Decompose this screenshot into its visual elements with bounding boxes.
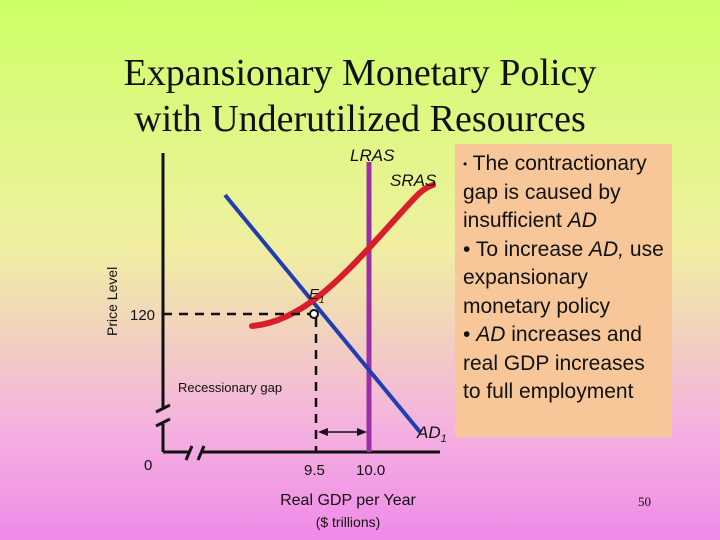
x-axis-break-mark: [196, 445, 206, 461]
gdp-current-label: 9.5: [304, 462, 325, 479]
recessionary-gap-label: Recessionary gap: [178, 380, 282, 395]
page-number: 50: [638, 494, 651, 509]
bullet-2: • To increase AD, use expansionary monet…: [463, 237, 664, 318]
gap-arrow-head-right: [357, 428, 367, 436]
ad-label: AD1: [416, 423, 447, 445]
title-line-1: Expansionary Monetary Policy: [123, 52, 597, 94]
x-axis-break-mark: [184, 445, 194, 461]
bullet-3: • AD increases and real GDP increases to…: [463, 323, 645, 404]
slide-title: Expansionary Monetary Policy with Underu…: [60, 50, 660, 142]
gdp-full-label: 10.0: [356, 462, 385, 479]
sras-label: SRAS: [390, 171, 437, 190]
price-value-label: 120: [130, 307, 155, 324]
y-axis-break-mark: [155, 417, 171, 428]
ad-curve: [223, 193, 422, 434]
origin-label: 0: [144, 457, 152, 474]
gap-arrow-head-left: [318, 428, 328, 436]
y-axis-break-mark: [155, 403, 171, 414]
explanation-textbox: • The contractionary gap is caused by in…: [455, 144, 672, 437]
y-axis-title: Price Level: [104, 267, 120, 336]
lras-label: LRAS: [350, 146, 395, 165]
sras-curve: [249, 182, 436, 329]
equilibrium-point: [309, 309, 319, 319]
x-axis-subtitle: ($ trillions): [316, 514, 381, 530]
x-axis-title: Real GDP per Year: [280, 492, 416, 509]
e1-label: E1: [309, 286, 325, 306]
title-line-2: with Underutilized Resources: [134, 98, 586, 140]
bullet-1: • The contractionary gap is caused by in…: [463, 152, 647, 233]
